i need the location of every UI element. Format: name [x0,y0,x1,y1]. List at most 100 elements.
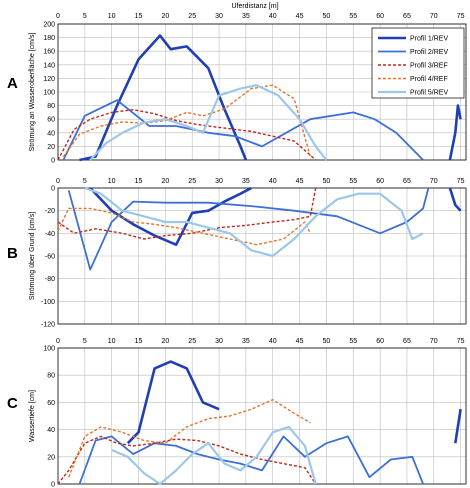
y-tick-label: 20 [47,454,55,461]
panel-letter: A [7,75,18,92]
x-tick-label: 60 [376,13,384,20]
legend-entry: Profil 5/REV [410,90,448,97]
y-tick-label: 0 [51,482,55,488]
x-tick-label: 70 [430,13,438,20]
x-tick-label: 20 [161,178,169,185]
x-tick-label: 20 [161,338,169,345]
x-tick-label: 60 [376,178,384,185]
x-tick-label: 65 [403,178,411,185]
x-tick-label: 5 [83,338,87,345]
x-tick-label: 35 [242,13,250,20]
x-tick-label: 10 [108,13,116,20]
series-line-3 [57,108,317,161]
series-line-2 [67,187,430,271]
legend-box [371,27,465,99]
panel-b: 0 -20 -40 -60 -80 -100 -120 0 5 10 15 20 25 30 35 40 45 5… [7,178,467,329]
x-tick-label: 0 [56,338,60,345]
x-tick-label: 5 [83,13,87,20]
x-tick-label: 30 [215,178,223,185]
x-tick-label: 45 [296,178,304,185]
x-tick-label: 40 [269,338,277,345]
x-tick-label: 60 [376,338,384,345]
legend-entry: Profil 4/REF [410,76,448,83]
x-tick-label: 45 [296,13,304,20]
series-line-1 [79,34,248,162]
x-tick-label: 70 [430,178,438,185]
x-tick-label: 50 [323,338,331,345]
y-tick-label: 60 [47,400,55,407]
y-tick-label: -20 [45,208,55,215]
y-axis-label: Wassertiefe [cm] [29,390,36,442]
y-tick-label: 160 [43,49,55,56]
y-axis-label: Strömung über Grund [cm/s] [29,212,36,300]
x-tick-label: 45 [296,338,304,345]
legend-entry: Profil 2/REV [410,49,448,56]
x-tick-label: 55 [349,178,357,185]
panel-letter: B [7,245,18,262]
y-tick-label: 180 [43,35,55,42]
y-tick-label: 200 [43,22,55,29]
x-tick-label: 10 [108,178,116,185]
x-tick-label: 30 [215,338,223,345]
x-tick-label: 65 [403,338,411,345]
x-tick-label: 0 [56,13,60,20]
x-tick-label: 15 [135,13,143,20]
x-tick-label: 55 [349,338,357,345]
series-line-6 [448,104,462,161]
x-tick-label: 10 [108,338,116,345]
y-tick-label: 100 [43,90,55,97]
y-tick-label: 20 [47,144,55,151]
x-tick-label: 50 [323,178,331,185]
series-line-2 [78,435,424,485]
x-tick-label: 50 [323,13,331,20]
x-axis-title: Uferdistanz [m] [231,3,278,10]
series-line-5 [111,425,317,486]
x-tick-label: 15 [135,338,143,345]
x-tick-label: 5 [83,178,87,185]
x-tick-label: 20 [161,13,169,20]
series-line-1 [126,360,220,445]
y-tick-label: -80 [45,276,55,283]
series-line-6 [448,187,462,212]
x-tick-label: 75 [457,13,465,20]
series-line-1 [89,186,252,246]
x-tick-label: 0 [56,178,60,185]
series-line-5 [89,84,328,161]
plot-frame [57,23,467,161]
series-line-5 [84,186,424,258]
x-tick-label: 25 [188,13,196,20]
series-line-4 [68,399,311,478]
x-tick-label: 30 [215,13,223,20]
x-tick-label: 25 [188,338,196,345]
series-line-4 [57,207,311,246]
y-tick-label: -120 [41,322,55,329]
y-axis-label: Strömung an Wasseroberfläche [cm/s] [29,33,36,152]
x-tick-label: 35 [242,178,250,185]
x-tick-label: 75 [457,178,465,185]
y-tick-label: -40 [45,231,55,238]
y-tick-label: 80 [47,103,55,110]
panel-letter: C [7,395,18,412]
x-tick-label: 25 [188,178,196,185]
x-tick-label: 35 [242,338,250,345]
legend-entry: Profil 3/REF [410,63,448,70]
series-line-2 [62,99,424,161]
legend: Profil 1/REV Profil 2/REV Profil 3/REF Prof… [371,27,465,99]
y-tick-label: 140 [43,62,55,69]
y-tick-label: 80 [47,373,55,380]
x-tick-label: 40 [269,13,277,20]
y-tick-label: 40 [47,427,55,434]
series-line-4 [62,84,311,158]
y-tick-label: 100 [43,346,55,353]
x-tick-label: 15 [135,178,143,185]
series-line-3 [57,187,317,240]
x-tick-label: 70 [430,338,438,345]
y-tick-label: 0 [51,158,55,165]
series-line-3 [57,435,317,485]
x-tick-label: 40 [269,178,277,185]
y-tick-label: -100 [41,299,55,306]
x-tick-label: 75 [457,338,465,345]
